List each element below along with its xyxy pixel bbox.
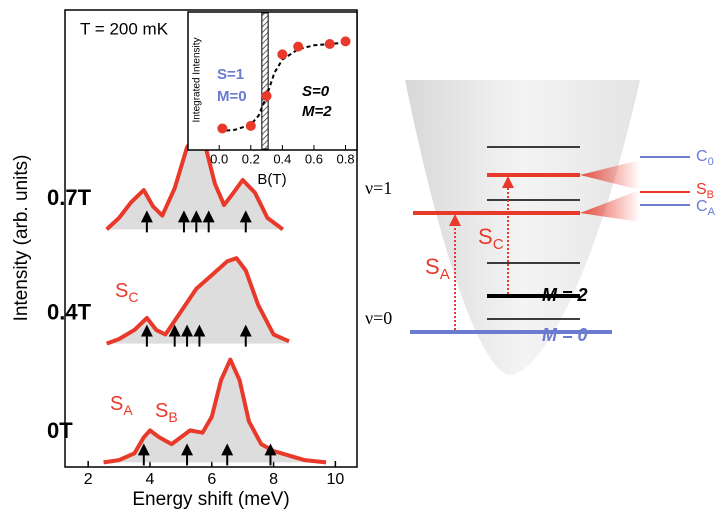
data-point: [341, 36, 351, 46]
data-point: [277, 49, 287, 59]
x-tick-label: 6: [207, 471, 216, 488]
transition-label: SA: [425, 254, 450, 283]
x-tick-label: 8: [269, 471, 278, 488]
series-label: 0.7T: [47, 185, 92, 210]
transition-label: S: [478, 224, 493, 249]
transition-label: S: [425, 254, 440, 279]
peak-label: SC: [115, 280, 138, 304]
series-label: 0.4T: [47, 299, 92, 324]
page: T = 200 mK Energy shift (meV) Intensity …: [0, 0, 715, 518]
inset-annotation: S=0: [302, 83, 330, 100]
data-point: [325, 39, 335, 49]
x-tick-label: 10: [326, 471, 344, 488]
peak-label-sub: A: [123, 402, 133, 418]
inset-annotation: S=1: [217, 66, 244, 83]
energy-diagram: ν=1 ν=0 M = 2 M = 0 SA SC C0 SB CA: [365, 80, 715, 375]
peak-label-main: S: [155, 400, 168, 422]
figure: T = 200 mK Energy shift (meV) Intensity …: [0, 0, 715, 518]
data-point: [246, 121, 256, 131]
level-label: ν=0: [365, 308, 392, 328]
peak-label-main: S: [110, 393, 123, 415]
mode-label: CA: [696, 198, 715, 218]
transition-band: [262, 13, 268, 149]
peak-label-main: S: [115, 280, 128, 302]
peak-label-sub: C: [128, 289, 138, 305]
x-tick-label: 4: [146, 471, 155, 488]
x-tick-label: 0.2: [242, 151, 260, 166]
y-axis-label: Integrated Intensity: [192, 37, 203, 122]
mode-sub: B: [707, 189, 714, 201]
inset-annotation: M=0: [217, 88, 247, 105]
x-tick-label: 0.4: [273, 151, 291, 166]
x-tick-label: 0.8: [336, 151, 354, 166]
state-label: M = 0: [542, 325, 588, 345]
inset-annotation: M=2: [302, 103, 332, 120]
transition-sub: C: [493, 236, 504, 253]
state-label: M = 2: [542, 285, 588, 305]
inset-frame: [188, 12, 357, 150]
mode-label: S: [696, 181, 707, 198]
x-tick-label: 2: [84, 471, 93, 488]
series-label: 0T: [47, 418, 73, 443]
y-axis-label: Intensity (arb. units): [11, 155, 32, 322]
data-point: [262, 91, 272, 101]
mode-label: C0: [696, 148, 714, 168]
level-label: ν=1: [365, 178, 392, 198]
x-tick-label: 0.6: [305, 151, 323, 166]
annotation: T = 200 mK: [80, 19, 169, 38]
x-axis-label: Energy shift (meV): [132, 489, 289, 510]
peak-label: SA: [110, 393, 133, 417]
mode-label: C: [696, 148, 708, 165]
mode-sub: 0: [708, 156, 714, 168]
peak-label-sub: B: [168, 409, 177, 425]
peak-label: SB: [155, 400, 178, 424]
transition-sub: A: [440, 266, 450, 283]
data-point: [217, 124, 227, 134]
data-point: [293, 42, 303, 52]
x-tick-label: 0.0: [210, 151, 228, 166]
mode-sub: A: [708, 206, 715, 218]
x-axis-label: B(T): [257, 171, 286, 188]
mode-label: C: [696, 198, 708, 215]
